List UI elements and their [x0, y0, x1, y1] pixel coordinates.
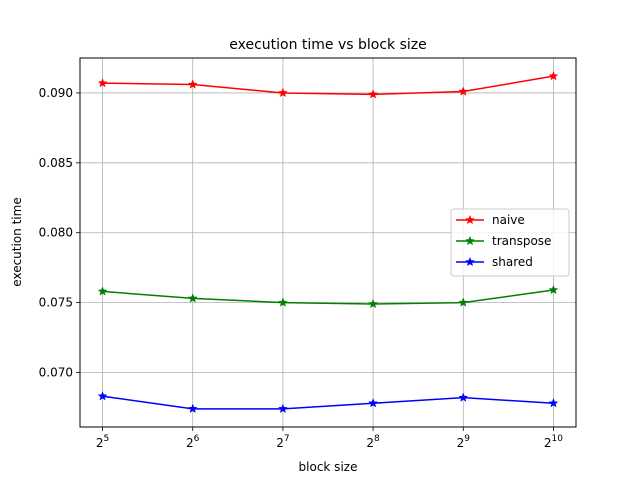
- data-point-naive: [458, 86, 469, 96]
- x-tick-label: 27: [276, 434, 289, 450]
- legend-item-naive: naive: [456, 213, 525, 227]
- y-tick-label: 0.080: [39, 226, 73, 240]
- y-tick-label: 0.075: [39, 296, 73, 310]
- series-shared: [97, 391, 559, 414]
- legend-swatch-marker: [465, 235, 475, 246]
- series-line-shared: [102, 395, 554, 410]
- series-line-naive: [102, 75, 554, 96]
- data-point-transpose: [187, 293, 198, 303]
- legend: naive transpose shared: [450, 208, 570, 277]
- data-point-shared: [548, 398, 559, 408]
- y-tick-label: 0.070: [39, 365, 73, 379]
- x-tick-exponent: 9: [464, 434, 470, 444]
- chart-title: execution time vs block size: [229, 37, 427, 53]
- legend-label: naive: [492, 213, 525, 227]
- legend-swatch-marker: [465, 214, 475, 225]
- x-axis-ticks: 25 26 27 28 29 210: [96, 427, 563, 450]
- x-tick-exponent: 5: [103, 434, 109, 444]
- y-tick-label: 0.090: [39, 86, 73, 100]
- x-tick-exponent: 6: [194, 434, 200, 444]
- data-point-shared: [368, 398, 379, 408]
- data-point-shared: [277, 403, 288, 414]
- series-group: [97, 70, 559, 414]
- x-tick-base: 2: [457, 436, 465, 450]
- x-tick-label: 210: [544, 434, 563, 450]
- data-point-shared: [458, 392, 469, 402]
- y-tick-label: 0.085: [39, 156, 73, 170]
- data-point-shared: [97, 391, 108, 401]
- data-point-shared: [187, 403, 198, 414]
- data-point-naive: [97, 77, 108, 88]
- x-tick-label: 25: [96, 434, 109, 450]
- x-tick-label: 28: [366, 434, 380, 450]
- x-tick-base: 2: [96, 436, 104, 450]
- legend-box: [450, 208, 570, 277]
- legend-item-shared: shared: [456, 255, 533, 269]
- data-point-transpose: [548, 284, 559, 295]
- x-tick-base: 2: [276, 436, 284, 450]
- x-tick-exponent: 8: [374, 434, 380, 444]
- x-tick-label: 26: [186, 434, 200, 450]
- x-tick-base: 2: [544, 436, 552, 450]
- x-tick-exponent: 7: [284, 434, 290, 444]
- plot-area-frame: [79, 57, 577, 428]
- data-point-transpose: [97, 286, 108, 296]
- data-point-transpose: [368, 298, 379, 309]
- legend-item-transpose: transpose: [456, 234, 551, 248]
- legend-label: transpose: [492, 234, 551, 248]
- x-tick-base: 2: [366, 436, 374, 450]
- x-tick-exponent: 10: [552, 434, 564, 444]
- data-point-naive: [368, 89, 379, 99]
- series-naive: [97, 70, 559, 99]
- x-axis-label: block size: [299, 460, 358, 474]
- data-point-naive: [187, 79, 198, 89]
- series-line-transpose: [102, 289, 554, 305]
- y-axis-label: execution time: [10, 197, 24, 286]
- series-transpose: [97, 284, 559, 309]
- y-axis-ticks: 0.070 0.075 0.080 0.085 0.090: [39, 86, 80, 379]
- legend-swatch-marker: [465, 256, 475, 267]
- data-point-naive: [277, 87, 288, 98]
- data-point-naive: [548, 70, 559, 81]
- data-point-transpose: [458, 297, 469, 307]
- x-tick-label: 29: [457, 434, 471, 450]
- x-tick-base: 2: [186, 436, 194, 450]
- data-point-transpose: [277, 297, 288, 307]
- legend-label: shared: [492, 255, 533, 269]
